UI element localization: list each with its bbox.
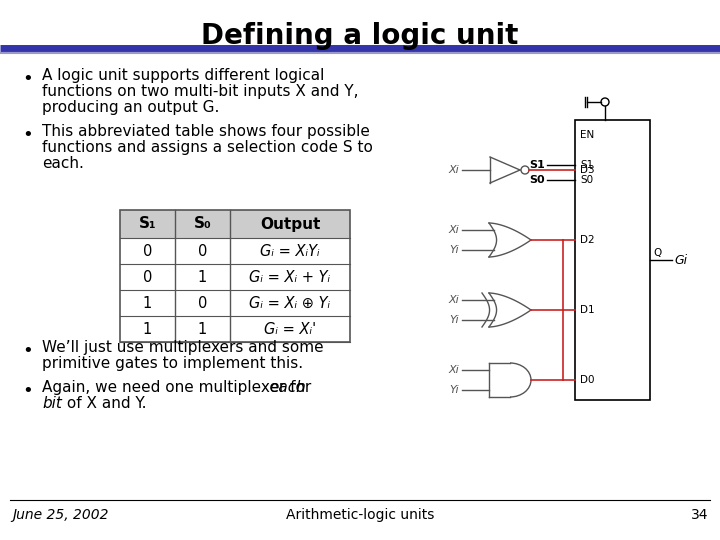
Text: 0: 0 [143, 244, 152, 259]
Text: Defining a logic unit: Defining a logic unit [202, 22, 518, 50]
Text: D0: D0 [580, 375, 595, 385]
Text: functions and assigns a selection code S to: functions and assigns a selection code S… [42, 140, 373, 155]
Text: 0: 0 [198, 244, 207, 259]
Text: D2: D2 [580, 235, 595, 245]
Text: 1: 1 [198, 269, 207, 285]
Text: D1: D1 [580, 305, 595, 315]
Text: functions on two multi-bit inputs X and Y,: functions on two multi-bit inputs X and … [42, 84, 359, 99]
Text: Xi: Xi [449, 225, 459, 235]
Text: June 25, 2002: June 25, 2002 [12, 508, 109, 522]
Text: S₀: S₀ [194, 217, 212, 232]
Text: Gᵢ = Xᵢ ⊕ Yᵢ: Gᵢ = Xᵢ ⊕ Yᵢ [249, 295, 330, 310]
Text: each: each [269, 380, 306, 395]
Bar [575, 120, 650, 400]
Text: Gᵢ = Xᵢ + Yᵢ: Gᵢ = Xᵢ + Yᵢ [249, 269, 330, 285]
Text: Gi: Gi [674, 253, 687, 267]
Text: A logic unit supports different logical: A logic unit supports different logical [42, 68, 325, 83]
Text: 1: 1 [198, 321, 207, 336]
Text: We’ll just use multiplexers and some: We’ll just use multiplexers and some [42, 340, 323, 355]
Text: S0: S0 [529, 175, 545, 185]
Text: S1: S1 [529, 160, 545, 170]
Text: Yi: Yi [449, 245, 459, 255]
Text: producing an output G.: producing an output G. [42, 100, 220, 115]
Text: •: • [22, 126, 32, 144]
Text: Xi: Xi [449, 365, 459, 375]
Bar [120, 210, 350, 342]
Text: Again, we need one multiplexer for: Again, we need one multiplexer for [42, 380, 316, 395]
Text: 1: 1 [143, 295, 152, 310]
Text: Q: Q [653, 248, 661, 258]
Text: S₁: S₁ [139, 217, 156, 232]
Text: Xi: Xi [449, 165, 459, 175]
Text: Gᵢ = Xᵢ': Gᵢ = Xᵢ' [264, 321, 316, 336]
Text: bit: bit [42, 396, 62, 411]
Text: Output: Output [260, 217, 320, 232]
Text: Xi: Xi [449, 295, 459, 305]
Text: S1: S1 [580, 160, 593, 170]
Text: Arithmetic-logic units: Arithmetic-logic units [286, 508, 434, 522]
Text: Yi: Yi [449, 385, 459, 395]
Text: each.: each. [42, 156, 84, 171]
Text: 0: 0 [143, 269, 152, 285]
Text: Yi: Yi [449, 315, 459, 325]
Text: 0: 0 [198, 295, 207, 310]
Text: EN: EN [580, 130, 594, 140]
Text: •: • [22, 382, 32, 400]
Text: D3: D3 [580, 165, 595, 175]
Text: S0: S0 [580, 175, 593, 185]
Text: of X and Y.: of X and Y. [61, 396, 146, 411]
Text: 34: 34 [690, 508, 708, 522]
Text: •: • [22, 70, 32, 88]
Text: 1: 1 [143, 321, 152, 336]
Text: primitive gates to implement this.: primitive gates to implement this. [42, 356, 303, 371]
Text: Gᵢ = XᵢYᵢ: Gᵢ = XᵢYᵢ [260, 244, 320, 259]
Text: •: • [22, 342, 32, 360]
Text: This abbreviated table shows four possible: This abbreviated table shows four possib… [42, 124, 370, 139]
Bar [120, 210, 350, 238]
